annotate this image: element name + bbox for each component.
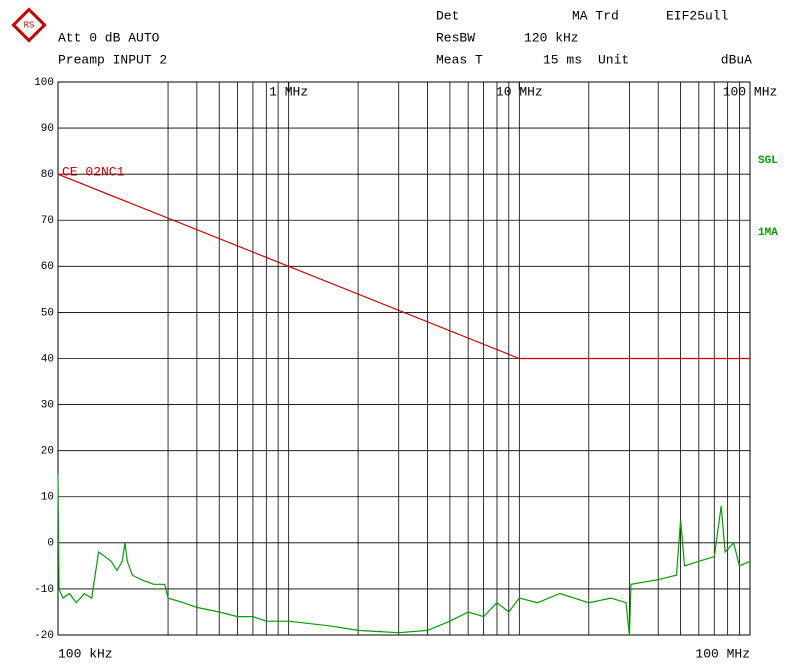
logo: RS <box>11 7 47 43</box>
meas-value: 15 ms <box>543 52 582 67</box>
y-tick-label: 40 <box>41 353 54 365</box>
y-tick-label: 0 <box>47 538 54 550</box>
x-tick-label: 100 MHz <box>723 84 778 99</box>
resbw: ResBW <box>436 30 475 45</box>
preamp: Preamp INPUT 2 <box>58 52 167 67</box>
y-tick-label: 70 <box>41 215 54 227</box>
det-value: MA Trd <box>572 8 619 23</box>
y-tick-label: 10 <box>41 492 54 504</box>
att: Att 0 dB AUTO <box>58 30 160 45</box>
y-tick-label: -10 <box>34 584 54 596</box>
x-tick-label: 10 MHz <box>496 84 543 99</box>
trace-mode: 1MA <box>758 227 778 239</box>
meas: Meas T <box>436 52 483 67</box>
det: Det <box>436 8 459 23</box>
unit-value: dBuA <box>721 52 752 67</box>
y-tick-label: 90 <box>41 123 54 135</box>
y-tick-label: 30 <box>41 399 54 411</box>
series-line <box>57 473 751 636</box>
unit: Unit <box>598 52 629 67</box>
y-tick-label: 80 <box>41 169 54 181</box>
x-end-label: 100 MHz <box>695 646 750 661</box>
x-start-label: 100 kHz <box>58 646 113 661</box>
file: EIF25ull <box>666 8 729 23</box>
legend-label: CE 02NC1 <box>62 165 125 180</box>
svg-text:RS: RS <box>24 20 35 30</box>
resbw-value: 120 kHz <box>524 30 579 45</box>
x-tick-label: 1 MHz <box>269 84 308 99</box>
y-tick-label: 60 <box>41 261 54 273</box>
sgl: SGL <box>758 155 778 167</box>
y-tick-label: -20 <box>34 630 54 642</box>
y-tick-label: 20 <box>41 446 54 458</box>
series-line <box>57 173 750 360</box>
y-tick-label: 100 <box>34 77 54 89</box>
y-tick-label: 50 <box>41 307 54 319</box>
